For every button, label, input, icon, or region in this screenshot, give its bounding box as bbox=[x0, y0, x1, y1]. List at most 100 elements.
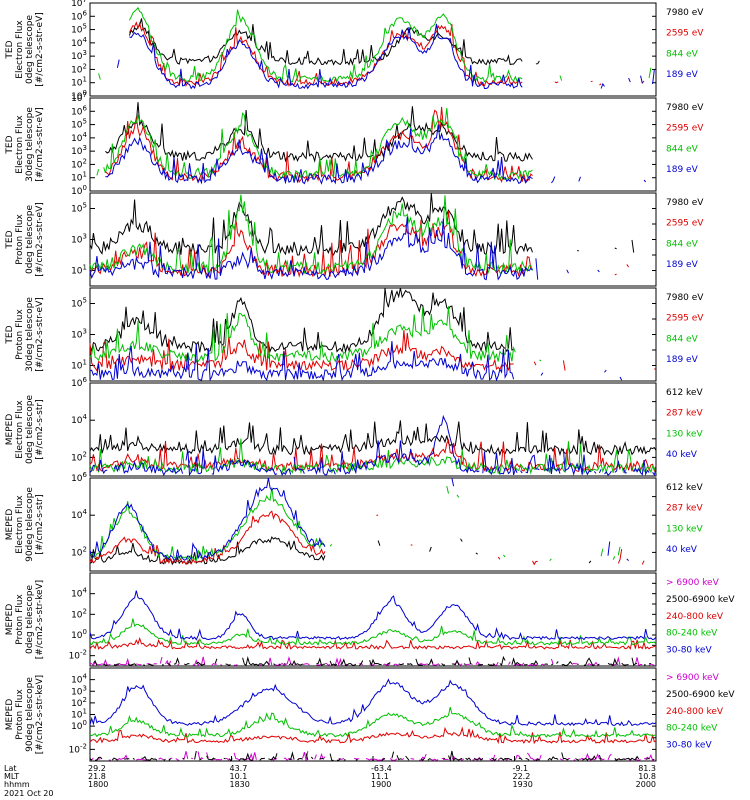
x-tick-lat: 43.7 bbox=[230, 764, 248, 773]
series-line bbox=[90, 341, 656, 380]
y-tick-label: 106 bbox=[71, 471, 87, 484]
y-tick-label: 106 bbox=[71, 9, 87, 22]
legend-label: 189 eV bbox=[666, 165, 699, 175]
panel-frame bbox=[89, 382, 657, 477]
y-axis-label-line: Proton Flux bbox=[15, 309, 25, 360]
legend-label: 7980 eV bbox=[666, 293, 704, 303]
panel-frame bbox=[89, 192, 657, 287]
y-tick-label: 103 bbox=[71, 233, 87, 246]
y-axis-label-line: 0deg telescope bbox=[25, 585, 35, 655]
panel-6: 102 104 106 MEPED Electron Flux 90deg telesco… bbox=[5, 471, 703, 572]
legend-label: 844 eV bbox=[666, 144, 699, 154]
y-tick-label: 105 bbox=[71, 23, 87, 36]
y-axis-label-line: [#/cm2-s-str-keV] bbox=[35, 580, 45, 659]
legend-label: 2595 eV bbox=[666, 219, 704, 229]
series-line bbox=[90, 478, 656, 561]
y-tick-label: 102 bbox=[71, 545, 87, 558]
series-line bbox=[89, 618, 657, 646]
legend-label: 2595 eV bbox=[666, 29, 704, 39]
series-line bbox=[90, 193, 653, 255]
y-tick-label: 105 bbox=[71, 202, 87, 215]
y-axis-label-line: MEPED bbox=[5, 699, 15, 731]
x-tick-mlt: 21.8 bbox=[88, 772, 106, 781]
y-axis-label-line: MEPED bbox=[5, 414, 15, 446]
y-axis-label-line: [#/cm2-s-str-keV] bbox=[35, 675, 45, 754]
x-tick-mlt: 10.1 bbox=[230, 772, 248, 781]
y-axis-label-line: TED bbox=[5, 325, 15, 344]
y-axis-label-line: TED bbox=[5, 40, 15, 59]
y-axis-label-line: 30deg telescope bbox=[25, 297, 35, 372]
y-tick-label: 104 bbox=[71, 673, 87, 686]
y-tick-label: 10-2 bbox=[69, 649, 87, 662]
y-tick-label: 102 bbox=[71, 607, 87, 620]
legend-label: 2500-6900 keV bbox=[666, 595, 735, 605]
y-tick-label: 103 bbox=[71, 144, 87, 157]
y-axis-label-line: Proton Flux bbox=[15, 594, 25, 645]
y-axis-label-line: Electron Flux bbox=[15, 20, 25, 79]
panel-frame bbox=[89, 667, 657, 762]
y-tick-label: 103 bbox=[71, 49, 87, 62]
y-axis-label-line: [#/cm2-s-str-eV] bbox=[35, 12, 45, 87]
series-line bbox=[89, 420, 657, 457]
y-tick-label: 105 bbox=[71, 118, 87, 131]
series-line bbox=[90, 486, 634, 561]
series-line bbox=[89, 330, 657, 372]
legend-label: 240-800 keV bbox=[666, 707, 724, 717]
series-line bbox=[116, 23, 655, 90]
series-line bbox=[89, 706, 657, 738]
x-tick-mlt: 11.1 bbox=[371, 772, 389, 781]
legend-label: 80-240 keV bbox=[666, 629, 718, 639]
y-axis-label: MEPED Electron Flux 0deg telescope [#/cm2-s… bbox=[5, 395, 45, 465]
y-tick-label: 104 bbox=[71, 36, 87, 49]
panel-frame bbox=[89, 477, 657, 572]
x-tick-lat: -63.4 bbox=[371, 764, 392, 773]
series-line bbox=[98, 6, 652, 83]
legend-label: 7980 eV bbox=[666, 103, 704, 113]
y-tick-label: 100 bbox=[71, 719, 87, 732]
y-axis-label: TED Proton Flux 30deg telescope [#/cm2-s-st… bbox=[5, 297, 45, 372]
series-line bbox=[89, 655, 655, 667]
y-tick-label: 104 bbox=[71, 413, 87, 426]
x-row-label: hhmm bbox=[4, 780, 30, 789]
y-axis-label: MEPED Electron Flux 90deg telescope [#/cm2-… bbox=[5, 487, 45, 562]
y-tick-label: 100 bbox=[71, 89, 87, 102]
series-line bbox=[89, 414, 657, 477]
y-axis-label-line: [#/cm2-s-str] bbox=[35, 399, 45, 459]
y-axis-label-line: TED bbox=[5, 135, 15, 154]
y-axis-label-line: 90deg telescope bbox=[25, 487, 35, 562]
x-axis-labels: LatMLThhmm29.221.8180043.710.11830-63.41… bbox=[4, 764, 656, 798]
y-tick-label: 107 bbox=[71, 0, 87, 9]
y-tick-label: 10-2 bbox=[69, 742, 87, 755]
y-tick-label: 101 bbox=[71, 171, 87, 184]
y-axis-label-line: [#/cm2-s-str] bbox=[35, 494, 45, 554]
y-axis-label-line: 30deg telescope bbox=[25, 107, 35, 182]
y-axis-label: MEPED Proton Flux 0deg telescope [#/cm2-s-s… bbox=[5, 580, 45, 659]
x-tick-hhmm: 1900 bbox=[371, 780, 391, 789]
y-tick-label: 103 bbox=[71, 328, 87, 341]
x-tick-hhmm: 1830 bbox=[230, 780, 250, 789]
legend-label: 30-80 keV bbox=[666, 741, 712, 751]
series-line bbox=[89, 751, 655, 762]
x-tick-lat: 81.3 bbox=[638, 764, 656, 773]
y-axis-label-line: 0deg telescope bbox=[25, 205, 35, 275]
panel-5: 102 104 106 MEPED Electron Flux 0deg telescop… bbox=[5, 376, 703, 477]
y-tick-label: 107 bbox=[71, 91, 87, 104]
legend-label: 30-80 keV bbox=[666, 646, 712, 656]
series-line bbox=[89, 678, 657, 727]
x-tick-hhmm: 2000 bbox=[636, 780, 656, 789]
panel-frame bbox=[89, 2, 657, 97]
y-axis-label-line: Proton Flux bbox=[15, 689, 25, 740]
x-tick-mlt: 22.2 bbox=[513, 772, 531, 781]
y-axis-label-line: MEPED bbox=[5, 509, 15, 541]
y-axis-label: TED Electron Flux 0deg telescope [#/cm2-s-s… bbox=[5, 12, 45, 87]
series-line bbox=[90, 288, 649, 352]
y-axis-label-line: 0deg telescope bbox=[25, 395, 35, 465]
legend-label: 287 keV bbox=[666, 504, 703, 514]
y-axis-label: TED Proton Flux 0deg telescope [#/cm2-s-str… bbox=[5, 202, 45, 277]
y-axis-label-line: TED bbox=[5, 230, 15, 249]
y-tick-label: 106 bbox=[71, 376, 87, 389]
panel-7: 10-2 100 102 104 MEPED Proton Flux 0deg telesc… bbox=[5, 572, 735, 667]
